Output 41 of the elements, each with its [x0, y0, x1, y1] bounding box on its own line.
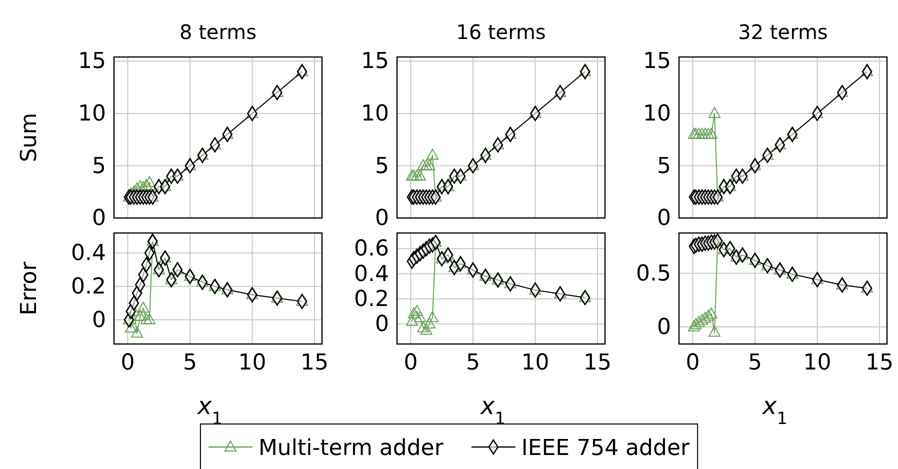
y-tick-label: 0.2	[71, 274, 106, 300]
y-tick-label: 10	[643, 101, 671, 126]
y-tick-label: 0	[92, 206, 106, 232]
y-tick-label: 0.5	[636, 261, 671, 286]
x-tick-label: 10	[803, 350, 832, 376]
chart-title: 32 terms	[738, 20, 828, 44]
y-tick-label: 15	[643, 49, 671, 74]
y-tick-label: 5	[92, 154, 106, 179]
y-axis-title: Sum	[17, 112, 42, 162]
x-tick-label: 15	[584, 350, 612, 376]
y-tick-label: 0	[375, 312, 389, 337]
y-tick-label: 15	[78, 49, 106, 74]
y-tick-label: 0.4	[354, 262, 389, 287]
y-tick-label: 0.4	[71, 241, 106, 266]
y-axis-title: Error	[17, 260, 42, 316]
y-tick-label: 0	[375, 206, 389, 232]
y-tick-label: 10	[361, 101, 389, 126]
x-tick-label: 5	[182, 350, 197, 376]
x-tick-label: 0	[404, 350, 418, 376]
x-tick-label: 5	[748, 350, 762, 376]
y-tick-label: 0	[92, 308, 106, 333]
x-tick-label: 0	[686, 350, 700, 376]
y-tick-label: 0	[657, 314, 671, 340]
x-tick-label: 10	[238, 350, 266, 376]
y-tick-label: 15	[361, 49, 389, 74]
chart-title: 16 terms	[456, 20, 546, 44]
x-tick-label: 15	[300, 350, 329, 376]
x-axis-title: x$_{1}$	[762, 392, 788, 428]
legend-label: Multi-term adder	[258, 436, 444, 461]
y-tick-label: 0.2	[354, 286, 389, 312]
y-tick-label: 0	[657, 206, 671, 232]
y-tick-label: 5	[657, 154, 671, 179]
y-tick-label: 0.6	[354, 236, 389, 262]
y-tick-label: 5	[375, 154, 389, 179]
y-tick-label: 10	[78, 101, 106, 126]
legend-label: IEEE 754 adder	[521, 436, 691, 461]
x-tick-label: 15	[866, 350, 894, 376]
chart-title: 8 terms	[179, 20, 257, 44]
x-tick-label: 0	[120, 350, 135, 376]
x-tick-label: 5	[466, 350, 480, 376]
x-tick-label: 10	[521, 350, 550, 376]
